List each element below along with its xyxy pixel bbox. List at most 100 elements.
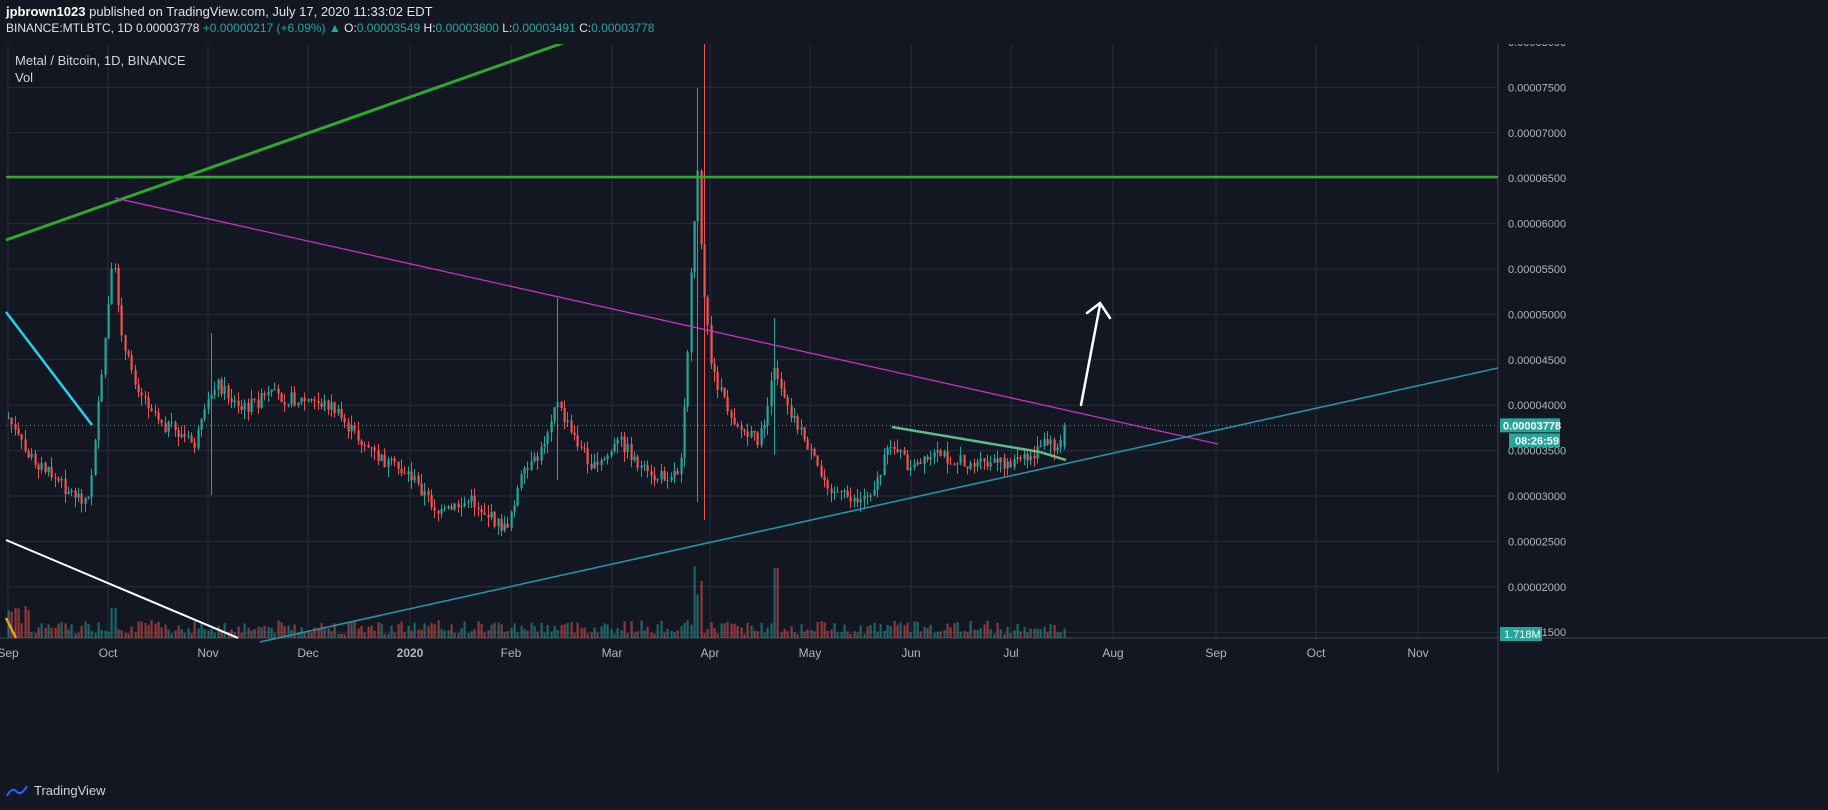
- candle-body: [54, 477, 57, 479]
- ascending-green-trendline[interactable]: [5, 36, 578, 242]
- volume-bar: [903, 625, 906, 638]
- candle-body: [164, 422, 167, 432]
- volume-bar: [147, 625, 150, 638]
- volume-bar: [899, 622, 902, 638]
- candle-body: [17, 428, 20, 435]
- volume-bar: [144, 622, 147, 638]
- volume-bar: [310, 632, 313, 638]
- publisher-name[interactable]: jpbrown1023: [6, 4, 86, 19]
- candle-body: [313, 399, 316, 402]
- volume-bar: [666, 628, 669, 638]
- volume-bar: [157, 621, 160, 638]
- volume-bar: [183, 632, 186, 638]
- volume-bar: [393, 632, 396, 638]
- candle-body: [996, 458, 999, 463]
- orange-trendline[interactable]: [4, 617, 18, 639]
- x-tick-label: Nov: [1407, 646, 1428, 660]
- candle-body: [506, 523, 509, 528]
- volume-bar: [1039, 629, 1042, 638]
- candle-body: [516, 487, 519, 506]
- volume-bar: [124, 632, 127, 638]
- candle-body: [909, 467, 912, 471]
- volume-bar: [87, 624, 90, 638]
- candle-body: [367, 445, 370, 448]
- candle-body: [180, 434, 183, 438]
- volume-bar: [683, 622, 686, 638]
- volume-bar: [353, 621, 356, 638]
- low-value: 0.00003491: [512, 21, 576, 35]
- candle-body: [500, 518, 503, 531]
- projection-arrow-icon[interactable]: [1079, 301, 1112, 407]
- volume-bar: [1006, 626, 1009, 638]
- candle-body: [889, 446, 892, 448]
- pennant-lower-line[interactable]: [1039, 450, 1067, 462]
- candle-body: [686, 352, 689, 407]
- volume-bar: [37, 627, 40, 638]
- candle-body: [536, 456, 539, 461]
- candle-body: [74, 490, 77, 498]
- volume-bar: [556, 629, 559, 638]
- candle-body: [460, 505, 463, 508]
- volume-bar: [600, 626, 603, 638]
- volume-bar: [976, 629, 979, 638]
- candle-body: [793, 416, 796, 419]
- volume-bar: [480, 623, 483, 638]
- candle-body: [540, 446, 543, 461]
- volume-bar: [873, 622, 876, 638]
- ascending-teal-support[interactable]: [259, 367, 1499, 643]
- volume-bar: [80, 625, 83, 638]
- candle-body: [713, 363, 716, 372]
- candle-body: [1049, 439, 1052, 445]
- candle-body: [543, 444, 546, 447]
- candle-body: [1033, 455, 1036, 459]
- candle-body: [776, 367, 779, 379]
- candle-body: [710, 325, 713, 364]
- volume-bar: [543, 632, 546, 638]
- volume-bar: [297, 632, 300, 638]
- volume-bar: [220, 629, 223, 638]
- candle-body: [350, 425, 353, 432]
- x-tick-label: Mar: [602, 646, 623, 660]
- volume-bar: [1056, 632, 1059, 638]
- volume-bar: [773, 568, 776, 638]
- candle-body: [447, 506, 450, 509]
- tradingview-logo-icon: [6, 784, 28, 796]
- candle-body: [280, 393, 283, 403]
- volume-bar: [1049, 624, 1052, 638]
- candle-body: [134, 370, 137, 385]
- volume-bar: [823, 622, 826, 638]
- volume-bar: [67, 629, 70, 638]
- pennant-upper-line[interactable]: [891, 425, 1041, 454]
- candle-body: [120, 305, 123, 336]
- volume-bar: [450, 624, 453, 638]
- volume-bar: [207, 630, 210, 638]
- candle-body: [510, 511, 513, 528]
- volume-bar: [180, 629, 183, 638]
- volume-bar: [337, 633, 340, 638]
- candle-body: [753, 430, 756, 433]
- cyan-trendline[interactable]: [5, 311, 93, 426]
- descending-magenta-trendline[interactable]: [114, 197, 1219, 445]
- x-tick-label: Oct: [99, 646, 118, 660]
- white-trendline[interactable]: [5, 539, 239, 639]
- volume-bar: [1059, 632, 1062, 638]
- countdown-badge-text: 08:26:59: [1515, 435, 1559, 447]
- candle-body: [680, 457, 683, 475]
- candle-body: [646, 465, 649, 472]
- candle-body: [899, 449, 902, 452]
- volume-bar: [1029, 628, 1032, 638]
- volume-bar: [893, 620, 896, 638]
- volume-bar: [663, 632, 666, 638]
- candle-body: [490, 511, 493, 518]
- candle-body: [290, 392, 293, 404]
- volume-bar: [670, 630, 673, 638]
- volume-bar: [596, 632, 599, 638]
- volume-bar: [826, 630, 829, 638]
- candle-body: [1043, 439, 1046, 447]
- candle-body: [277, 388, 280, 394]
- candle-body: [533, 456, 536, 462]
- tradingview-brand[interactable]: TradingView: [6, 783, 106, 798]
- volume-bar: [350, 620, 353, 638]
- volume-bar: [410, 630, 413, 638]
